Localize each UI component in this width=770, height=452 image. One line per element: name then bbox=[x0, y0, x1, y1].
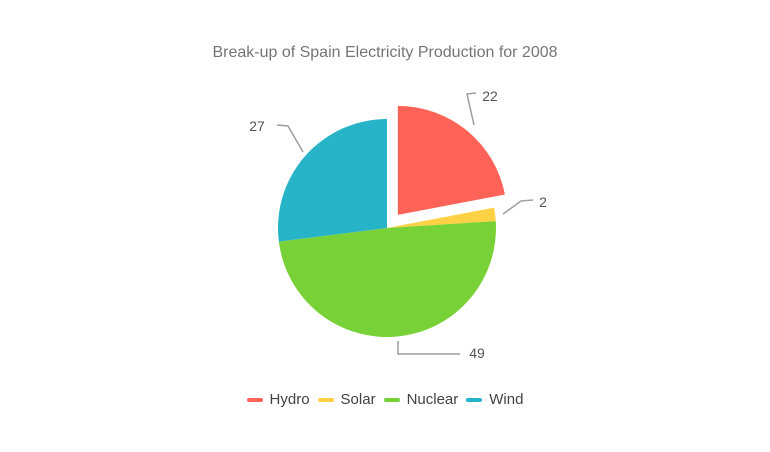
slice-value-label-hydro: 22 bbox=[482, 88, 498, 104]
pie-slice-wind[interactable] bbox=[278, 119, 387, 242]
slice-value-label-wind: 27 bbox=[249, 118, 265, 134]
slice-value-label-nuclear: 49 bbox=[469, 345, 485, 361]
legend-label: Hydro bbox=[269, 391, 310, 408]
legend-marker-solar bbox=[317, 398, 334, 402]
label-connector-solar bbox=[502, 199, 534, 215]
legend: Hydro Solar Nuclear Wind bbox=[0, 391, 770, 409]
pie-slice-solar[interactable] bbox=[387, 207, 496, 228]
label-connector-hydro bbox=[466, 92, 477, 126]
chart-title: Break-up of Spain Electricity Production… bbox=[212, 44, 558, 61]
slice-value-label-solar: 2 bbox=[539, 194, 547, 210]
legend-item-nuclear[interactable]: Nuclear bbox=[383, 391, 459, 409]
legend-item-solar[interactable]: Solar bbox=[317, 391, 376, 409]
legend-marker-wind bbox=[466, 398, 483, 402]
legend-label: Nuclear bbox=[406, 391, 459, 408]
label-connector-wind bbox=[276, 124, 304, 153]
legend-marker-hydro bbox=[246, 398, 263, 402]
legend-label: Solar bbox=[340, 391, 376, 408]
legend-marker-nuclear bbox=[383, 398, 400, 402]
legend-item-hydro[interactable]: Hydro bbox=[246, 391, 310, 409]
legend-item-wind[interactable]: Wind bbox=[466, 391, 523, 409]
label-connector-nuclear bbox=[397, 341, 460, 355]
pie-slice-nuclear[interactable] bbox=[278, 221, 496, 337]
legend-label: Wind bbox=[489, 391, 524, 408]
pie-slice-hydro[interactable] bbox=[397, 105, 505, 215]
